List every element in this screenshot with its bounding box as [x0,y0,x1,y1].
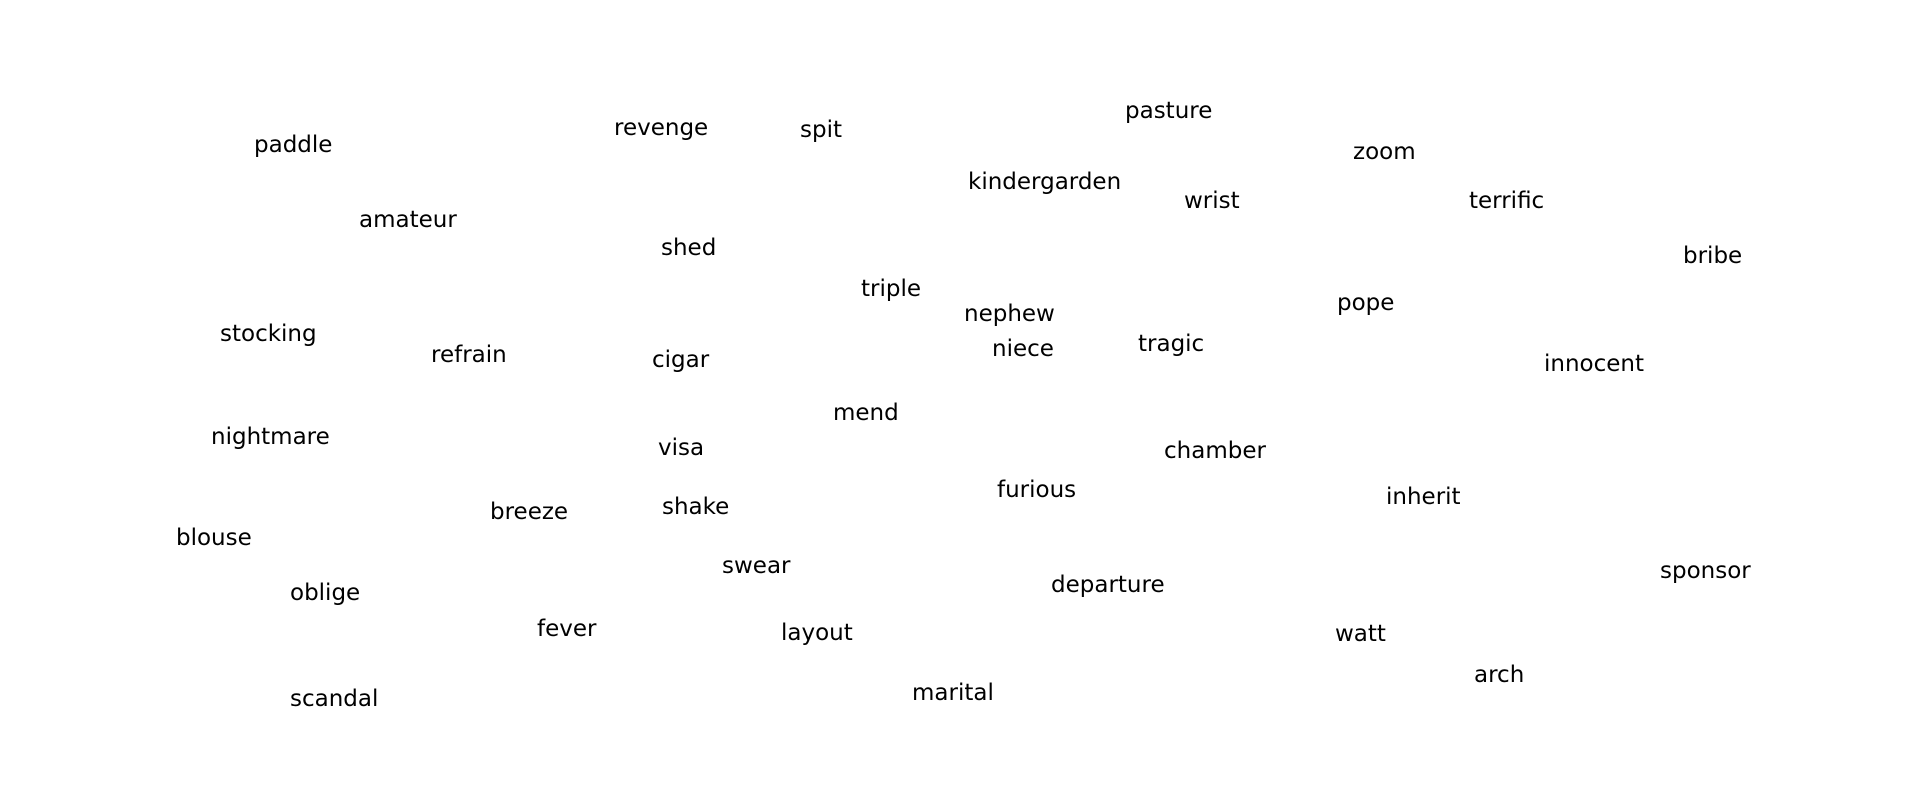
word-scandal: scandal [290,686,379,712]
word-revenge: revenge [614,115,709,141]
word-blouse: blouse [176,525,252,551]
word-bribe: bribe [1683,243,1743,269]
word-stocking: stocking [220,321,317,347]
word-inherit: inherit [1386,484,1461,510]
word-refrain: refrain [431,342,507,368]
word-amateur: amateur [359,207,457,233]
word-watt: watt [1335,621,1386,647]
word-wrist: wrist [1184,188,1240,214]
word-niece: niece [992,336,1054,362]
word-innocent: innocent [1544,351,1645,377]
word-nephew: nephew [964,301,1055,327]
word-spit: spit [800,117,842,143]
word-marital: marital [912,680,994,706]
word-zoom: zoom [1353,139,1416,165]
word-pasture: pasture [1125,98,1213,124]
word-cigar: cigar [652,347,710,373]
word-tragic: tragic [1138,331,1205,357]
word-shake: shake [662,494,730,520]
word-paddle: paddle [254,132,333,158]
word-shed: shed [661,235,717,261]
word-terrific: terrific [1469,188,1545,214]
word-departure: departure [1051,572,1165,598]
word-visa: visa [658,435,705,461]
word-oblige: oblige [290,580,361,606]
word-nightmare: nightmare [211,424,330,450]
word-breeze: breeze [490,499,569,525]
word-swear: swear [722,553,791,579]
word-chamber: chamber [1164,438,1266,464]
word-layout: layout [781,620,853,646]
word-kindergarden: kindergarden [968,169,1122,195]
word-mend: mend [833,400,899,426]
word-arch: arch [1474,662,1525,688]
word-furious: furious [997,477,1077,503]
word-pope: pope [1337,290,1395,316]
word-sponsor: sponsor [1660,558,1751,584]
word-fever: fever [537,616,597,642]
word-triple: triple [861,276,922,302]
